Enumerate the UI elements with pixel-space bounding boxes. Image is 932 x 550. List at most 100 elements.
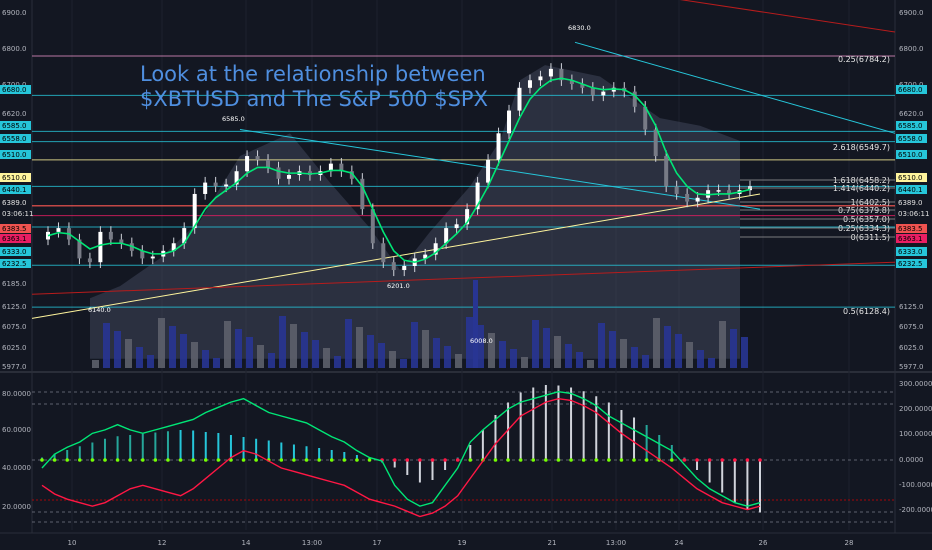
candle-body — [87, 258, 92, 263]
volume-bar — [576, 352, 583, 368]
osc-left-tick-3: 20.0000 — [2, 503, 31, 511]
fib-label-0: 0.25(6784.2) — [838, 55, 890, 64]
candle-body — [569, 80, 574, 85]
left-price-tag: 6232.5 — [2, 260, 27, 268]
volume-bar-spike — [473, 280, 478, 368]
candle-body — [349, 171, 354, 179]
volume-bar — [169, 326, 176, 368]
oscillator-line-red — [41, 397, 761, 518]
x-tick-3: 13:00 — [302, 539, 322, 547]
zero-line-dot — [367, 458, 372, 462]
volume-bar — [246, 337, 253, 368]
zero-line-dot — [405, 458, 410, 462]
trendline-mid — [239, 129, 761, 210]
zero-line-dot — [128, 458, 132, 462]
volume-bar — [290, 324, 297, 368]
point-label-3: 6140.0 — [88, 306, 111, 314]
candle-body — [716, 190, 721, 192]
candle-body — [213, 182, 218, 187]
left-price-tag-bg — [0, 259, 31, 268]
volume-bar — [719, 321, 726, 368]
volume-bar — [257, 345, 264, 368]
x-tick-4: 17 — [373, 539, 382, 547]
candle-body — [559, 68, 564, 81]
zero-line-dot — [203, 458, 208, 462]
candle-body — [444, 228, 449, 244]
volume-bar — [477, 325, 484, 368]
zero-line-dot — [317, 458, 321, 462]
zero-line-dot — [166, 458, 170, 462]
right-price-tag: 6363.1 — [898, 235, 923, 243]
zero-line-dot — [115, 458, 120, 462]
right-price-tag: 6389.0 — [898, 199, 923, 207]
candle-body — [192, 193, 197, 229]
candle-body — [140, 250, 145, 259]
right-price-tag: 6680.0 — [898, 86, 923, 94]
volume-bar — [147, 355, 154, 368]
volume-bar — [224, 321, 231, 368]
fib-label-5: 0.75(6379.8) — [838, 206, 890, 215]
right-tick-3: 6620.0 — [899, 110, 924, 118]
volume-bar — [323, 348, 330, 368]
zero-line-dot — [140, 458, 145, 462]
volume-bar — [191, 342, 198, 368]
zero-line-dot — [720, 458, 725, 462]
volume-bar — [356, 327, 363, 368]
right-tick-4: 6125.0 — [899, 303, 924, 311]
zero-line-dot — [216, 458, 221, 462]
volume-bar — [642, 355, 649, 368]
x-tick-0: 10 — [68, 539, 77, 547]
left-price-tag: 6585.0 — [2, 122, 27, 130]
volume-bar — [180, 334, 187, 368]
zero-line-dot — [40, 458, 44, 462]
zero-line-dot — [670, 458, 674, 462]
left-tick-3: 6620.0 — [2, 110, 27, 118]
spx-overlay-area — [90, 65, 740, 359]
osc-right-tick-2: 100.0000 — [899, 430, 932, 438]
candle-body — [98, 231, 103, 263]
zero-line-dot — [707, 458, 712, 462]
right-price-tag-bg — [896, 85, 927, 94]
candle-body — [538, 76, 543, 81]
volume-bar — [389, 351, 396, 368]
zero-line-dot — [544, 458, 548, 462]
volume-bar — [554, 336, 561, 368]
candle-body — [674, 186, 679, 194]
volume-bar — [708, 358, 715, 368]
candle-body — [496, 133, 501, 160]
x-tick-2: 14 — [242, 539, 251, 547]
zero-line-dot — [619, 458, 624, 462]
fib-label-2: 1.618(6458.2) — [833, 176, 890, 185]
zero-line-dot — [329, 458, 334, 462]
osc-left-tick-2: 40.0000 — [2, 464, 31, 472]
fib-label-1: 2.618(6549.7) — [833, 143, 890, 152]
moving-average-line — [47, 77, 751, 264]
candle-body — [632, 91, 637, 107]
volume-bar — [202, 350, 209, 368]
zero-line-dot — [695, 458, 699, 462]
zero-line-dot — [455, 458, 460, 462]
volume-bar — [301, 332, 308, 368]
zero-line-dot — [90, 458, 95, 462]
volume-bar — [499, 341, 506, 368]
candle-body — [150, 256, 155, 259]
volume-bar — [114, 331, 121, 368]
candle-body — [360, 178, 365, 210]
fib-label-3: 1.414(6440.2) — [833, 184, 890, 193]
candle-body — [590, 87, 595, 96]
volume-bar — [653, 318, 660, 368]
candle-body — [328, 163, 333, 172]
zero-line-dot — [632, 458, 636, 462]
left-price-tag-bg — [0, 173, 31, 182]
volume-bar — [268, 353, 275, 368]
left-tick-4: 6185.0 — [2, 280, 27, 288]
zero-line-dot — [77, 458, 82, 462]
zero-line-dot — [518, 458, 523, 462]
zero-line-dot — [493, 458, 498, 462]
left-price-tag-bg — [0, 150, 31, 159]
fib-label-8: 0(6311.5) — [851, 233, 890, 242]
annotation-line-2: $XBTUSD and The S&P 500 $SPX — [140, 87, 488, 111]
volume-bar — [92, 360, 99, 368]
